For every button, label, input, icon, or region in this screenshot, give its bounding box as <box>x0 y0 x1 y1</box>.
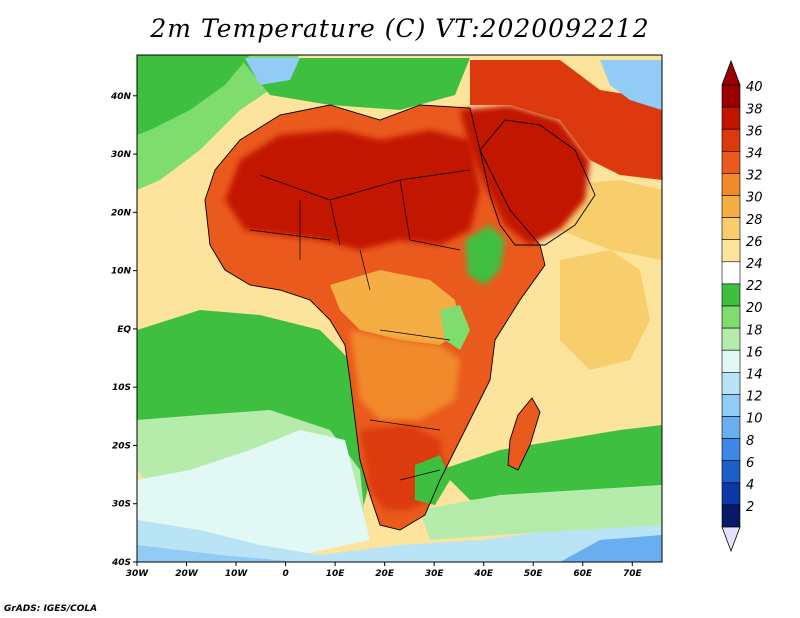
colorbar-label: 16 <box>746 345 763 360</box>
indian-ocean-pale-green <box>420 485 662 540</box>
lat-tick-label: 40S <box>111 558 131 568</box>
southern-ocean-blue <box>137 520 662 562</box>
lat-tick-label: 20N <box>111 208 132 218</box>
lat-tick-label: 20S <box>112 441 131 451</box>
indian-ocean-green <box>440 425 662 500</box>
colorbar-swatch <box>721 106 741 130</box>
colorbar-swatch <box>721 416 741 439</box>
latitude-axis: 40N 30N 20N 10N EQ 10S 20S 30S 40S <box>110 92 137 568</box>
colorbar-swatch <box>721 84 741 108</box>
colorbar-label: 34 <box>746 147 763 162</box>
colorbar-label: 14 <box>746 368 763 383</box>
lon-tick-label: 70E <box>623 569 643 579</box>
lon-tick-label: 20E <box>375 569 395 579</box>
indian-ocean-warm <box>560 250 650 370</box>
colorbar-swatch <box>721 283 741 307</box>
colorbar-swatch <box>721 173 741 196</box>
sahara-hot-zone <box>225 130 480 250</box>
lon-tick-label: 30E <box>425 569 445 579</box>
colorbar-swatch <box>721 349 741 373</box>
central-africa-band <box>330 270 460 345</box>
south-atlantic-cold <box>137 430 370 555</box>
grads-credit: GrADS: IGES/COLA <box>4 604 98 614</box>
lon-tick-label: 20W <box>175 569 199 579</box>
colorbar-swatch <box>721 195 741 218</box>
colorbar-label: 6 <box>746 456 754 471</box>
arabian-sea-warm <box>560 180 662 260</box>
colorbar-label: 32 <box>746 169 763 184</box>
colorbar-label: 12 <box>746 390 763 405</box>
colorbar-swatch <box>721 327 741 351</box>
colorbar-bottom-arrow <box>721 526 741 553</box>
colorbar-swatch <box>721 128 741 152</box>
plot-frame <box>136 54 663 563</box>
lat-tick-label: 30S <box>112 500 131 510</box>
middle-east-warm <box>470 60 662 180</box>
iran-mountain-cool <box>600 60 662 110</box>
lat-tick-label: 40N <box>110 92 132 102</box>
southern-ocean-east <box>560 535 662 562</box>
colorbar-swatch <box>721 504 741 528</box>
north-atlantic-green <box>137 55 250 135</box>
colorbar-label: 10 <box>746 412 763 427</box>
congo-warm <box>350 330 460 420</box>
colorbar-label: 30 <box>746 191 763 206</box>
colorbar-swatch <box>721 151 741 174</box>
lat-tick-label: 10N <box>111 267 132 277</box>
madagascar-coastline <box>507 397 541 471</box>
colorbar-swatch <box>721 371 741 395</box>
colorbar-swatch <box>721 261 741 285</box>
colorbar-label: 24 <box>746 257 763 272</box>
colorbar: 40 38 36 34 32 30 28 26 24 22 20 18 16 14 12 10 8 6 4 2 <box>721 59 763 553</box>
madagascar <box>508 398 540 470</box>
lon-tick-label: 40E <box>473 569 494 579</box>
ethiopian-highlands <box>465 225 505 285</box>
colorbar-label: 22 <box>746 279 763 294</box>
colorbar-swatch <box>721 460 741 484</box>
lon-tick-label: 30W <box>126 569 150 579</box>
colorbar-top-arrow <box>721 59 741 86</box>
lon-tick-label: 60E <box>573 569 593 579</box>
colorbar-label: 36 <box>746 124 763 139</box>
colorbar-label: 26 <box>746 235 763 250</box>
colorbar-label: 4 <box>746 478 754 493</box>
mediterranean-zone <box>240 58 470 110</box>
lon-tick-label: 10W <box>225 569 249 579</box>
colorbar-swatch <box>721 217 741 241</box>
lat-tick-label: EQ <box>117 325 131 335</box>
colorbar-label: 18 <box>746 323 763 338</box>
southern-ocean-deep <box>137 545 300 562</box>
colorbar-label: 38 <box>746 102 763 117</box>
lon-tick-label: 10E <box>326 569 346 579</box>
africa-coastline <box>204 104 546 531</box>
longitude-axis: 30W 20W 10W 0 10E 20E 30E 40E 50E 60E 70E <box>126 562 643 579</box>
east-africa-highlands <box>440 305 470 350</box>
lat-tick-label: 30N <box>111 150 132 160</box>
colorbar-swatch <box>721 438 741 462</box>
south-africa-highveld <box>415 455 450 505</box>
colorbar-swatch <box>721 482 741 506</box>
colorbar-label: 40 <box>746 80 763 95</box>
arabia-hot-zone <box>460 105 590 245</box>
colorbar-swatch <box>721 305 741 329</box>
coastlines-borders <box>204 104 596 531</box>
colorbar-label: 8 <box>746 434 754 449</box>
colorbar-swatch <box>721 394 741 417</box>
map-title: 2m Temperature (C) VT:2020092212 <box>150 14 650 43</box>
lon-tick-label: 50E <box>524 569 544 579</box>
colorbar-label: 20 <box>746 301 763 316</box>
europe-cool-zone <box>245 58 300 85</box>
lon-tick-label: 0 <box>282 569 288 579</box>
colorbar-label: 2 <box>746 500 754 515</box>
colorbar-label: 28 <box>746 213 763 228</box>
arabia-coastline <box>479 119 596 246</box>
temperature-field <box>137 55 662 562</box>
colorbar-swatch <box>721 239 741 263</box>
border-lines <box>249 169 471 481</box>
lat-tick-label: 10S <box>112 383 131 393</box>
